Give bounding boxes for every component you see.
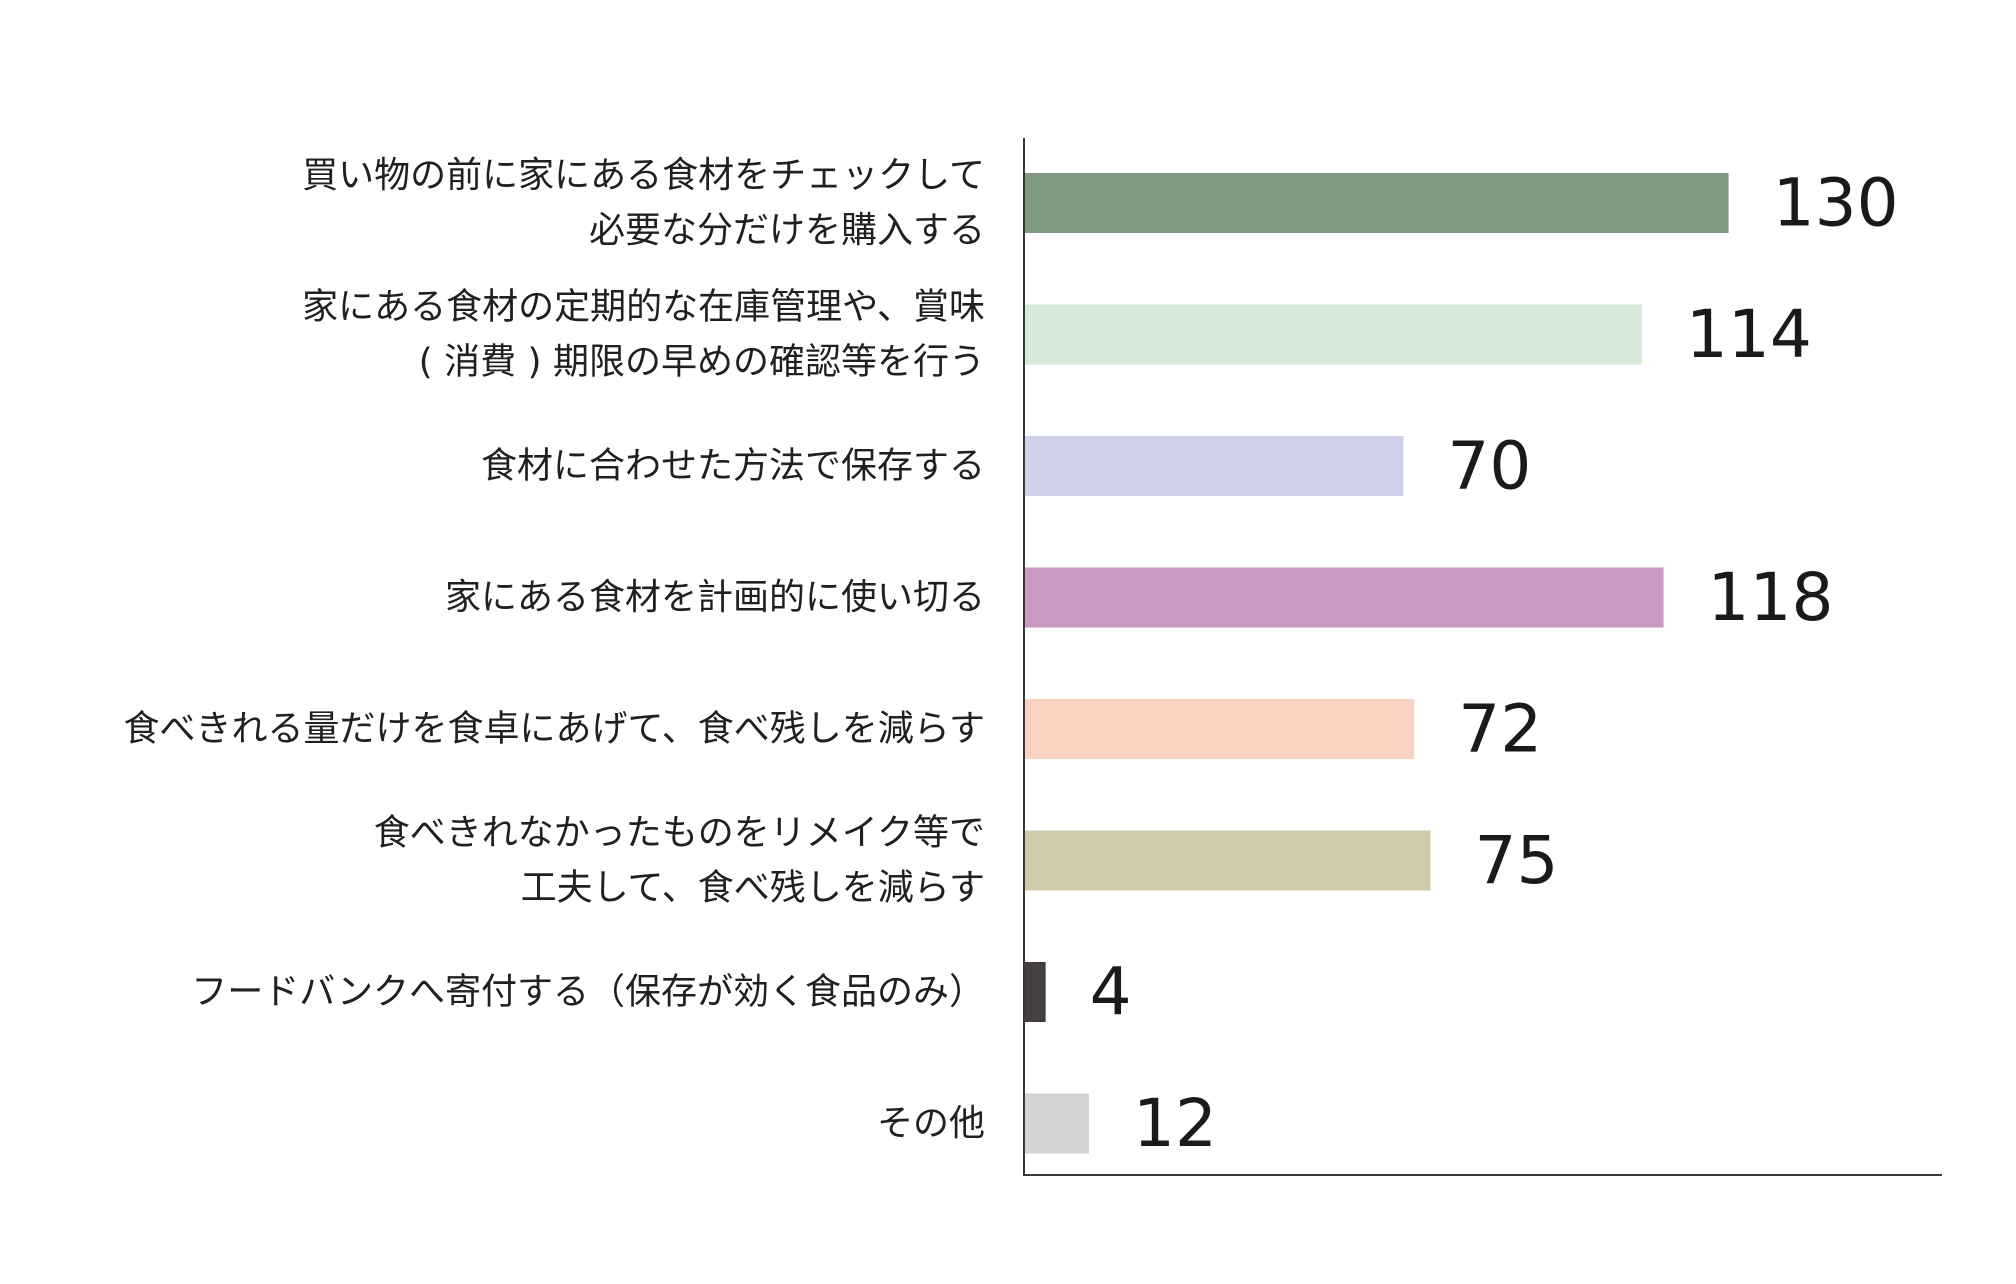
value-label-4: 118 <box>1708 559 1834 636</box>
category-label-2-line-1: 家にある食材の定期的な在庫管理や、賞味 <box>302 287 985 328</box>
category-label-5-line-1: 食べきれる量だけを食卓にあげて、食べ残しを減らす <box>124 709 985 750</box>
category-label-1-line-2: 必要な分だけを購入する <box>589 210 985 251</box>
category-label-3-line-1: 食材に合わせた方法で保存する <box>481 446 985 487</box>
value-label-8: 12 <box>1133 1085 1217 1162</box>
bar-3 <box>1024 436 1404 496</box>
value-label-3: 70 <box>1447 428 1531 505</box>
value-label-5: 72 <box>1458 691 1542 768</box>
bar-4 <box>1024 567 1664 628</box>
category-label-6-line-2: 工夫して、食べ残しを減らす <box>521 868 985 909</box>
bars-layer <box>1024 173 1729 1154</box>
bar-2 <box>1024 304 1642 365</box>
bar-1 <box>1024 173 1729 233</box>
category-labels: 買い物の前に家にある食材をチェックして必要な分だけを購入する家にある食材の定期的… <box>124 155 985 1144</box>
bar-6 <box>1024 830 1431 891</box>
category-label-4-line-1: 家にある食材を計画的に使い切る <box>445 577 985 618</box>
value-labels: 130 114 70 118 72 75 412 <box>1090 165 1899 1163</box>
bar-7 <box>1024 962 1046 1022</box>
value-label-2: 114 <box>1686 296 1812 373</box>
bar-8 <box>1024 1093 1090 1154</box>
category-label-7-line-1: フードバンクへ寄付する（保存が効く食品のみ） <box>191 972 985 1013</box>
bar-5 <box>1024 699 1415 759</box>
category-label-6-line-1: 食べきれなかったものをリメイク等で <box>374 813 985 854</box>
category-label-2-line-2: ( 消費 ) 期限の早めの確認等を行う <box>419 342 985 383</box>
value-label-6: 75 <box>1475 822 1559 899</box>
category-label-1-line-1: 買い物の前に家にある食材をチェックして <box>302 155 985 196</box>
value-label-7: 4 <box>1090 954 1132 1031</box>
value-label-1: 130 <box>1773 165 1899 242</box>
category-label-8-line-1: その他 <box>877 1103 985 1144</box>
